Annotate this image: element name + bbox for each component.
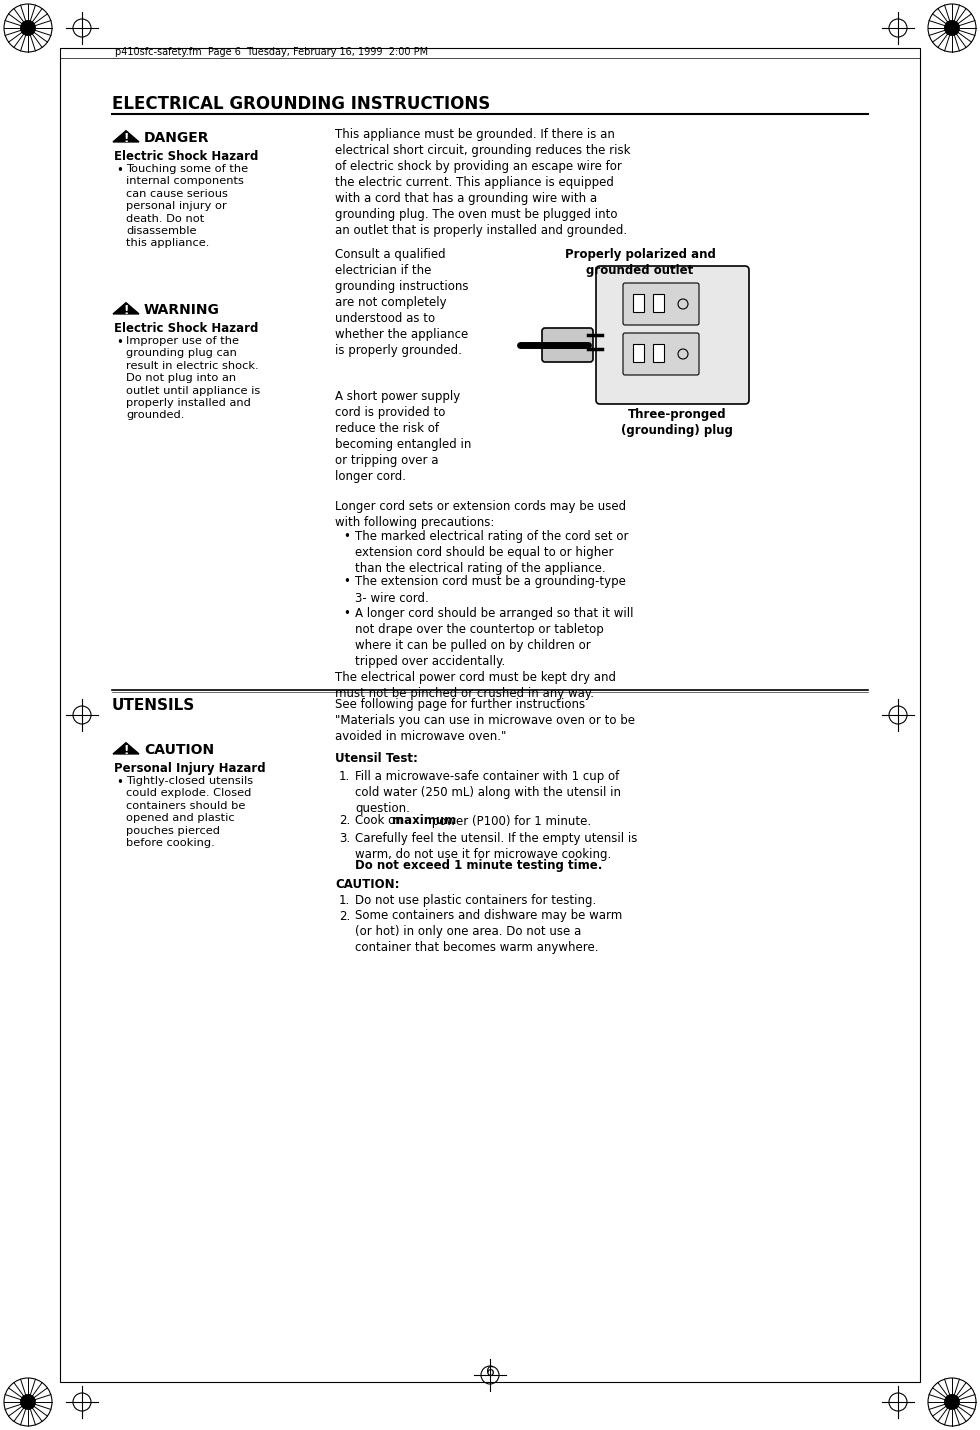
Text: p410sfc-safety.fm  Page 6  Tuesday, February 16, 1999  2:00 PM: p410sfc-safety.fm Page 6 Tuesday, Februa… [115,47,428,57]
Circle shape [21,20,35,36]
Text: Some containers and dishware may be warm
(or hot) in only one area. Do not use a: Some containers and dishware may be warm… [355,909,622,954]
Text: Personal Injury Hazard: Personal Injury Hazard [114,762,266,775]
Text: Tightly-closed utensils
could explode. Closed
containers should be
opened and pl: Tightly-closed utensils could explode. C… [126,776,253,848]
Text: Utensil Test:: Utensil Test: [335,752,417,765]
Text: The electrical power cord must be kept dry and
must not be pinched or crushed in: The electrical power cord must be kept d… [335,671,616,699]
Text: 6: 6 [485,1366,495,1379]
Text: The extension cord must be a grounding-type
3- wire cord.: The extension cord must be a grounding-t… [355,575,626,605]
Text: This appliance must be grounded. If there is an
electrical short circuit, ground: This appliance must be grounded. If ther… [335,129,630,237]
Text: WARNING: WARNING [144,303,220,317]
Text: 1.: 1. [339,769,350,784]
Text: CAUTION:: CAUTION: [335,878,400,891]
Bar [633,295,644,312]
Text: •: • [343,575,350,589]
Circle shape [945,20,959,36]
Text: 3.: 3. [339,832,350,845]
Bar [633,345,644,362]
Text: 1.: 1. [339,894,350,907]
Text: power (P100) for 1 minute.: power (P100) for 1 minute. [428,815,591,828]
Text: Three-pronged
(grounding) plug: Three-pronged (grounding) plug [621,408,733,438]
Text: Carefully feel the utensil. If the empty utensil is
warm, do not use it for micr: Carefully feel the utensil. If the empty… [355,832,637,877]
Bar [653,345,664,362]
Text: Touching some of the
internal components
can cause serious
personal injury or
de: Touching some of the internal components… [126,164,248,249]
Polygon shape [113,742,139,754]
Text: Longer cord sets or extension cords may be used
with following precautions:: Longer cord sets or extension cords may … [335,500,626,529]
Text: •: • [116,164,122,177]
Text: 2.: 2. [339,815,350,828]
Text: A longer cord should be arranged so that it will
not drape over the countertop o: A longer cord should be arranged so that… [355,608,633,668]
Text: !: ! [123,305,128,317]
Text: ELECTRICAL GROUNDING INSTRUCTIONS: ELECTRICAL GROUNDING INSTRUCTIONS [112,94,490,113]
FancyBboxPatch shape [542,327,593,362]
Text: Do not use plastic containers for testing.: Do not use plastic containers for testin… [355,894,596,907]
Text: CAUTION: CAUTION [144,744,214,756]
Circle shape [945,1394,959,1410]
Text: Fill a microwave-safe container with 1 cup of
cold water (250 mL) along with the: Fill a microwave-safe container with 1 c… [355,769,621,815]
Text: 2.: 2. [339,909,350,922]
Text: •: • [116,336,122,349]
Polygon shape [113,130,139,142]
Text: Electric Shock Hazard: Electric Shock Hazard [114,322,259,335]
FancyBboxPatch shape [596,266,749,405]
Text: The marked electrical rating of the cord set or
extension cord should be equal t: The marked electrical rating of the cord… [355,531,628,575]
Text: Properly polarized and
grounded outlet: Properly polarized and grounded outlet [564,247,715,277]
Text: •: • [343,608,350,621]
Text: !: ! [123,744,128,756]
Text: A short power supply
cord is provided to
reduce the risk of
becoming entangled i: A short power supply cord is provided to… [335,390,471,483]
Text: Improper use of the
grounding plug can
result in electric shock.
Do not plug int: Improper use of the grounding plug can r… [126,336,261,420]
Text: •: • [343,531,350,543]
Polygon shape [113,303,139,315]
Text: •: • [116,776,122,789]
FancyBboxPatch shape [623,333,699,375]
Text: Do not exceed 1 minute testing time.: Do not exceed 1 minute testing time. [355,859,603,872]
Text: See following page for further instructions
"Materials you can use in microwave : See following page for further instructi… [335,698,635,744]
Text: UTENSILS: UTENSILS [112,698,195,714]
Text: DANGER: DANGER [144,132,210,144]
Text: maximum: maximum [392,815,456,828]
FancyBboxPatch shape [623,283,699,325]
Text: Consult a qualified
electrician if the
grounding instructions
are not completely: Consult a qualified electrician if the g… [335,247,468,358]
Text: Electric Shock Hazard: Electric Shock Hazard [114,150,259,163]
Text: Cook on: Cook on [355,815,407,828]
Circle shape [21,1394,35,1410]
Bar [60,49,920,1381]
Text: !: ! [123,132,128,144]
Bar [653,295,664,312]
